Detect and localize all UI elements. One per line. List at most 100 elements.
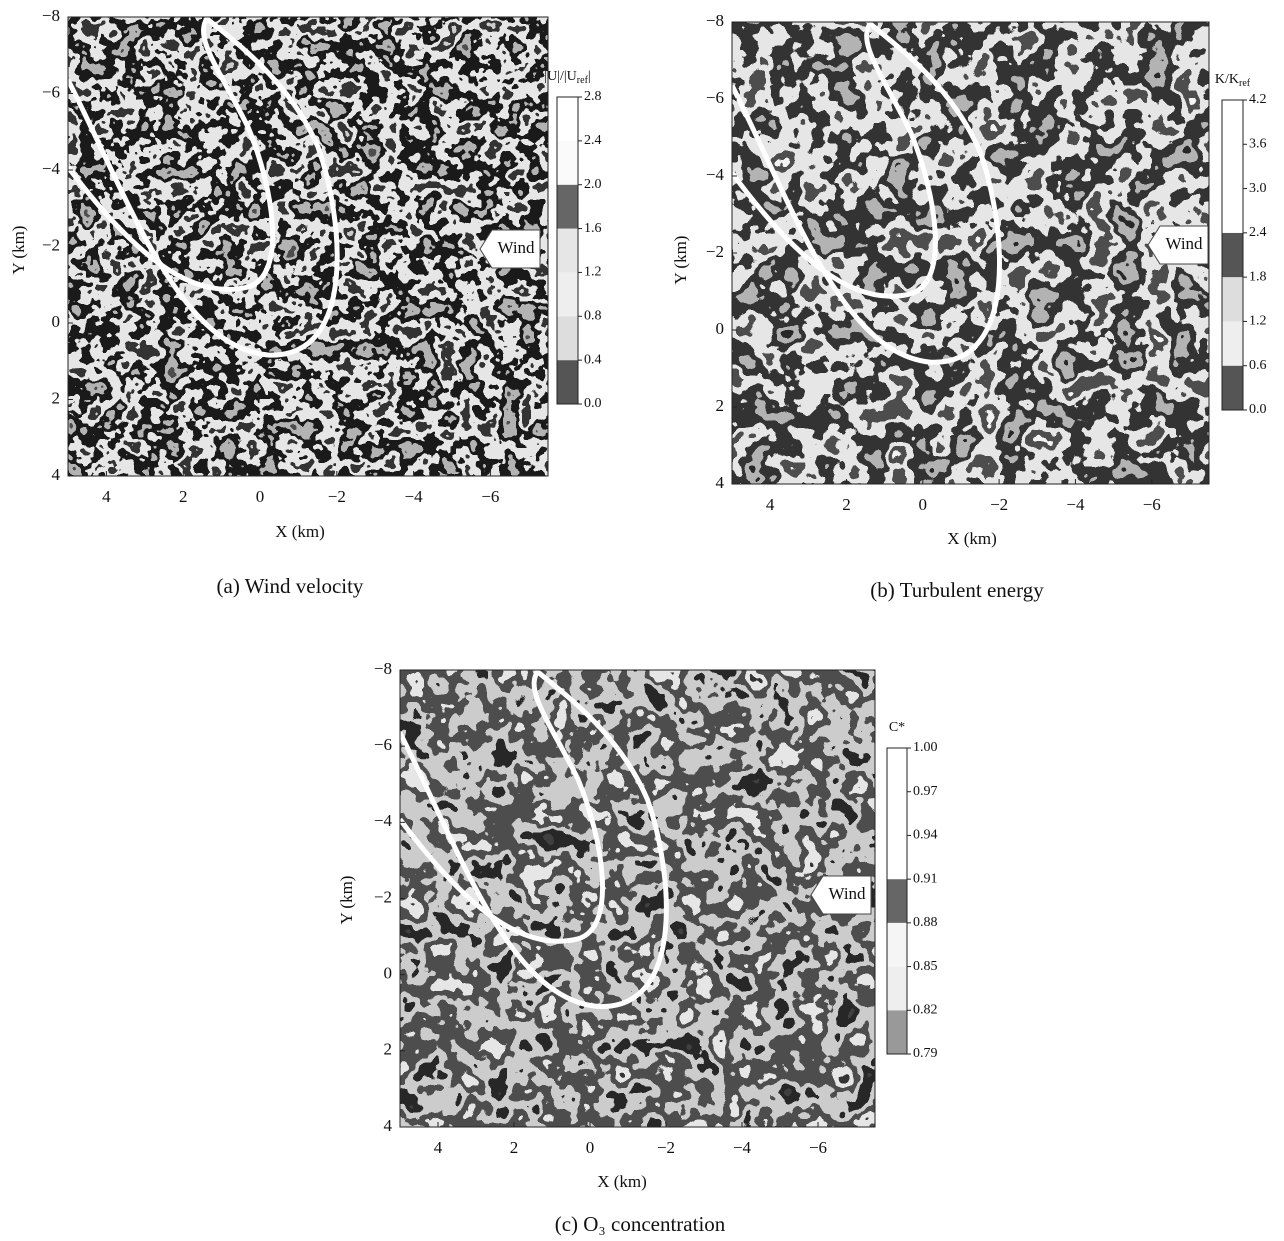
colorbar-label-tail: | bbox=[588, 69, 591, 84]
x-tick-label: −2 bbox=[990, 495, 1008, 514]
x-tick-label: 0 bbox=[586, 1138, 595, 1157]
colorbar-band bbox=[557, 360, 578, 404]
colorbar-tick-label: 0.91 bbox=[913, 871, 938, 886]
colorbar-band bbox=[1222, 100, 1243, 144]
colorbar-band bbox=[887, 967, 907, 1011]
colorbar-band bbox=[557, 229, 578, 273]
colorbar-label-sub: ref bbox=[1239, 78, 1251, 89]
colorbar-band bbox=[557, 272, 578, 316]
wind-label: Wind bbox=[828, 884, 866, 903]
colorbar-tick-label: 0.6 bbox=[1249, 358, 1267, 373]
y-tick-label: −4 bbox=[706, 165, 725, 184]
y-tick-label: 0 bbox=[716, 319, 725, 338]
colorbar-band bbox=[1222, 189, 1243, 233]
y-tick-label: −2 bbox=[706, 242, 724, 261]
panel: 4 2 0 −2 −4 −6 −8 −6 −4 −2 0 2 4 X (km) Y (km) (c) O₃ c… bbox=[337, 659, 938, 1236]
colorbar-label-main: |U|/|U bbox=[544, 69, 577, 84]
x-axis-label: X (km) bbox=[597, 1172, 647, 1191]
colorbar-tick-label: 3.0 bbox=[1249, 181, 1267, 196]
caption: (a) Wind velocity bbox=[217, 574, 364, 598]
colorbar-tick-label: 2.4 bbox=[1249, 225, 1267, 240]
x-tick-label: −2 bbox=[657, 1138, 675, 1157]
x-tick-label: 2 bbox=[842, 495, 851, 514]
colorbar-tick-label: 0.94 bbox=[913, 828, 938, 843]
colorbar-tick-label: 2.8 bbox=[584, 89, 602, 104]
x-tick-label: −4 bbox=[1066, 495, 1085, 514]
y-tick-label: −4 bbox=[42, 159, 61, 178]
y-tick-label: 2 bbox=[52, 388, 61, 407]
figure: 4 2 0 −2 −4 −6 −8 −6 −4 −2 0 2 4 X (km) Y (km) (a) Wind… bbox=[0, 0, 1284, 1241]
x-tick-label: 4 bbox=[766, 495, 775, 514]
y-tick-label: 4 bbox=[52, 465, 61, 484]
y-tick-label: −8 bbox=[374, 659, 392, 678]
colorbar-tick-label: 1.2 bbox=[584, 265, 602, 280]
y-tick-label: 2 bbox=[384, 1040, 393, 1059]
y-tick-label: −6 bbox=[374, 735, 392, 754]
colorbar-band bbox=[1222, 144, 1243, 188]
caption: (b) Turbulent energy bbox=[870, 578, 1044, 602]
colorbar-tick-label: 0.8 bbox=[584, 309, 602, 324]
y-tick-label: −8 bbox=[42, 6, 60, 25]
colorbar-band bbox=[887, 1010, 907, 1054]
colorbar-label: |U|/|Uref| bbox=[544, 69, 590, 86]
colorbar-band bbox=[1222, 321, 1243, 365]
colorbar-tick-label: 1.2 bbox=[1249, 314, 1267, 329]
y-tick-label: 4 bbox=[384, 1116, 393, 1135]
y-tick-label: −4 bbox=[374, 811, 393, 830]
y-axis-label: Y (km) bbox=[9, 226, 28, 275]
x-tick-label: −6 bbox=[809, 1138, 827, 1157]
colorbar-tick-label: 0.88 bbox=[913, 915, 938, 930]
colorbar-band bbox=[557, 316, 578, 360]
y-tick-label: 4 bbox=[716, 473, 725, 492]
x-tick-label: 2 bbox=[510, 1138, 519, 1157]
x-tick-label: −4 bbox=[405, 487, 424, 506]
x-tick-label: 4 bbox=[102, 487, 111, 506]
x-tick-label: 0 bbox=[256, 487, 265, 506]
colorbar-tick-label: 0.97 bbox=[913, 784, 938, 799]
y-tick-label: 0 bbox=[384, 964, 393, 983]
colorbar-tick-label: 4.2 bbox=[1249, 92, 1267, 107]
colorbar-band bbox=[1222, 277, 1243, 321]
colorbar-tick-label: 1.6 bbox=[584, 221, 602, 236]
x-axis-label: X (km) bbox=[275, 522, 325, 541]
colorbar-label-main: C* bbox=[889, 720, 905, 735]
colorbar-label: C* bbox=[889, 720, 905, 735]
colorbar-band bbox=[557, 97, 578, 141]
colorbar-label: K/Kref bbox=[1215, 72, 1251, 89]
wind-label: Wind bbox=[1165, 234, 1203, 253]
colorbar-tick-label: 2.0 bbox=[584, 177, 602, 192]
y-tick-label: −6 bbox=[42, 82, 60, 101]
caption: (c) O₃ concentration bbox=[555, 1212, 726, 1236]
colorbar-tick-label: 0.4 bbox=[584, 352, 602, 367]
x-tick-label: −4 bbox=[733, 1138, 752, 1157]
colorbar-tick-label: 1.00 bbox=[913, 740, 938, 755]
y-tick-label: −8 bbox=[706, 11, 724, 30]
colorbar-band bbox=[887, 879, 907, 923]
y-tick-label: −2 bbox=[374, 887, 392, 906]
colorbar-band bbox=[1222, 366, 1243, 410]
colorbar-tick-label: 2.4 bbox=[584, 133, 602, 148]
y-tick-label: 0 bbox=[52, 312, 61, 331]
x-tick-label: −2 bbox=[328, 487, 346, 506]
colorbar-band bbox=[557, 141, 578, 185]
y-axis-label: Y (km) bbox=[337, 876, 356, 925]
x-tick-label: 2 bbox=[179, 487, 188, 506]
y-tick-label: 2 bbox=[716, 396, 725, 415]
colorbar-band bbox=[887, 792, 907, 836]
colorbar-tick-label: 0.0 bbox=[1249, 402, 1267, 417]
colorbar-tick-label: 0.85 bbox=[913, 959, 938, 974]
colorbar-tick-label: 0.79 bbox=[913, 1046, 938, 1061]
colorbar-band bbox=[887, 923, 907, 967]
colorbar-label-main: K/K bbox=[1215, 72, 1239, 87]
panel: 4 2 0 −2 −4 −6 −8 −6 −4 −2 0 2 4 X (km) Y (km) (a) Wind… bbox=[9, 6, 602, 598]
x-tick-label: −6 bbox=[1143, 495, 1161, 514]
colorbar-tick-label: 3.6 bbox=[1249, 137, 1267, 152]
colorbar-band bbox=[557, 185, 578, 229]
y-axis-label: Y (km) bbox=[671, 236, 690, 285]
colorbar-band bbox=[887, 748, 907, 792]
x-tick-label: 4 bbox=[434, 1138, 443, 1157]
y-tick-label: −2 bbox=[42, 235, 60, 254]
x-tick-label: −6 bbox=[481, 487, 499, 506]
colorbar-tick-label: 0.0 bbox=[584, 396, 602, 411]
